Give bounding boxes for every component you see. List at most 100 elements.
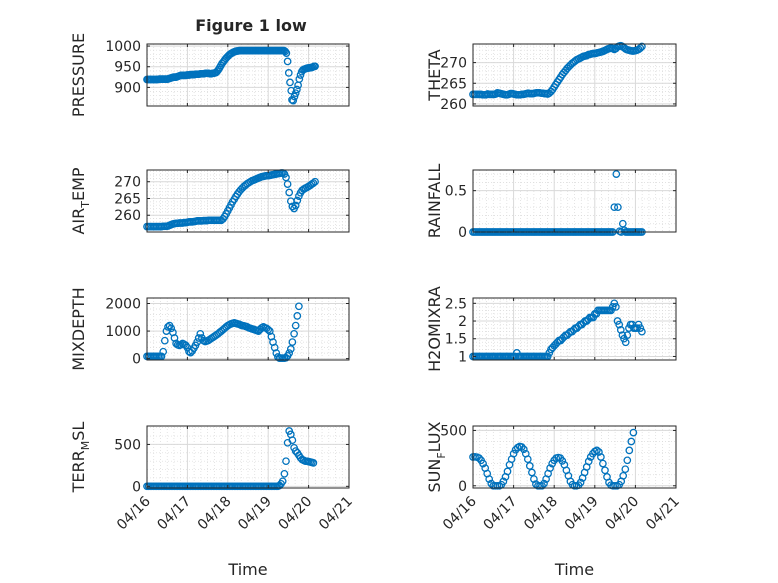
y-tick-label: 500 xyxy=(114,437,141,453)
y-tick-label: 270 xyxy=(114,175,141,191)
y-axis-label: TERRMSL xyxy=(69,422,92,494)
data-point xyxy=(278,477,287,486)
data-point xyxy=(636,324,645,332)
data-point xyxy=(621,465,630,474)
data-point xyxy=(288,436,297,445)
data-point xyxy=(509,449,518,458)
y-tick-label: 260 xyxy=(440,97,467,113)
figure-title: Figure 1 low xyxy=(195,16,307,35)
data-point xyxy=(601,466,609,475)
data-point xyxy=(538,481,546,490)
axes-box xyxy=(472,43,677,107)
data-series xyxy=(143,169,319,231)
y-tick-label: 2.5 xyxy=(445,296,467,312)
data-point xyxy=(523,455,532,464)
y-tick-label: 1.5 xyxy=(445,332,467,348)
x-tick-label: 04/21 xyxy=(316,494,356,534)
data-point xyxy=(525,462,534,470)
data-point xyxy=(485,475,494,483)
x-tick-label: 04/20 xyxy=(602,494,642,534)
x-tick-label: 04/18 xyxy=(195,494,235,534)
y-axis-label: H2OMIXRA xyxy=(425,286,444,372)
axes-box xyxy=(146,297,350,361)
data-point xyxy=(599,459,607,468)
x-tick-label: 04/18 xyxy=(521,494,561,534)
x-axis-label: Time xyxy=(554,560,594,579)
data-point xyxy=(177,340,185,349)
data-point xyxy=(295,75,304,83)
data-point xyxy=(614,203,622,212)
y-tick-label: 1000 xyxy=(105,39,141,55)
data-point xyxy=(281,47,290,56)
y-axis-label: PRESSURE xyxy=(69,33,88,117)
y-tick-label: 2000 xyxy=(105,297,141,313)
data-point xyxy=(576,478,585,487)
y-axis-label: MIXDEPTH xyxy=(69,287,88,370)
data-point xyxy=(309,179,318,187)
data-point xyxy=(284,69,293,77)
data-point xyxy=(295,302,303,311)
data-series xyxy=(469,428,638,490)
y-axis-label: AIRTEMP xyxy=(69,167,92,234)
data-point xyxy=(597,453,605,461)
data-point xyxy=(293,196,302,205)
data-point xyxy=(517,443,526,451)
data-point xyxy=(616,326,625,334)
data-point xyxy=(638,327,646,336)
data-point xyxy=(612,170,621,178)
data-point xyxy=(286,78,294,87)
y-tick-label: 260 xyxy=(114,208,141,224)
x-tick-label: 04/20 xyxy=(276,494,316,534)
data-point xyxy=(160,336,169,345)
data-point xyxy=(636,44,645,52)
x-tick-label: 04/19 xyxy=(235,494,275,534)
data-point xyxy=(623,456,632,465)
data-point xyxy=(612,303,620,311)
data-point xyxy=(592,446,601,455)
data-point xyxy=(264,325,273,334)
data-point xyxy=(629,428,638,437)
y-tick-label: 950 xyxy=(114,60,141,76)
data-point xyxy=(291,89,300,98)
data-point xyxy=(503,467,512,476)
y-tick-label: 0 xyxy=(458,479,467,495)
x-tick-label: 04/19 xyxy=(562,494,602,534)
y-tick-label: 0 xyxy=(132,479,141,495)
data-point xyxy=(619,471,628,480)
axes-box xyxy=(146,43,350,107)
data-series xyxy=(143,46,319,105)
y-tick-label: 2 xyxy=(458,314,467,330)
axes-box xyxy=(472,169,677,233)
x-axis-label: Time xyxy=(227,560,267,579)
data-point xyxy=(167,324,176,333)
data-point xyxy=(584,457,593,466)
data-point xyxy=(499,477,508,486)
data-series xyxy=(469,41,646,99)
data-point xyxy=(282,49,291,57)
data-point xyxy=(285,188,294,197)
y-tick-label: 1 xyxy=(458,349,467,365)
data-point xyxy=(285,349,294,357)
x-tick-label: 04/16 xyxy=(440,493,480,533)
data-point xyxy=(528,468,536,477)
y-tick-label: 0 xyxy=(458,225,467,241)
data-point xyxy=(610,203,619,212)
data-point xyxy=(546,464,554,472)
data-point xyxy=(621,338,630,347)
y-tick-label: 1000 xyxy=(105,324,141,340)
y-tick-label: 500 xyxy=(440,423,467,439)
data-point xyxy=(288,338,297,346)
data-point xyxy=(290,329,298,338)
data-point xyxy=(280,469,289,478)
data-point xyxy=(282,457,290,466)
data-point xyxy=(311,62,319,71)
y-axis-label: THETA xyxy=(425,49,444,101)
data-point xyxy=(623,331,632,340)
x-tick-label: 04/17 xyxy=(154,494,194,534)
data-point xyxy=(608,303,617,311)
